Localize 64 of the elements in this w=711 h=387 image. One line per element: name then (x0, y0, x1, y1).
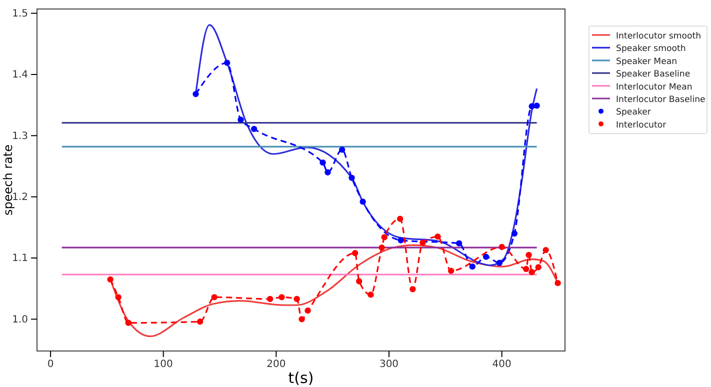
y-tick-label: 1.4 (12, 70, 28, 81)
point (338, 146, 346, 153)
point (378, 244, 385, 251)
point (356, 278, 362, 284)
point (482, 254, 490, 260)
point (196, 318, 204, 325)
point (115, 294, 122, 300)
legend-label: Speaker Baseline (616, 70, 690, 80)
point (535, 264, 542, 270)
point (420, 240, 426, 246)
point (528, 268, 535, 276)
x-tick-label: 100 (154, 359, 173, 370)
point (224, 60, 230, 66)
point (211, 294, 218, 300)
point (107, 276, 114, 283)
point (534, 102, 540, 109)
x-tick-label: 300 (379, 359, 399, 370)
point (348, 174, 355, 181)
point (434, 234, 441, 240)
y-tick-label: 1.2 (12, 192, 28, 204)
y-tick-label: 1.1 (12, 253, 28, 264)
point (360, 198, 366, 205)
y-tick-label: 1.3 (12, 130, 28, 142)
x-axis-title: t(s) (288, 369, 314, 387)
y-axis-title: speech rate (1, 144, 15, 216)
point (396, 216, 404, 222)
point (250, 126, 258, 132)
legend-label: Interlocutor smooth (616, 32, 702, 42)
y-tick-label: 1.5 (12, 8, 28, 20)
point (266, 296, 274, 302)
x-tick-label: 200 (266, 359, 286, 370)
x-tick-label: 0 (47, 359, 54, 370)
point (526, 252, 532, 258)
point (192, 90, 199, 98)
point (320, 159, 326, 166)
point (352, 250, 358, 256)
point (368, 292, 374, 298)
point (469, 263, 476, 270)
point (381, 234, 388, 240)
point (278, 294, 285, 300)
point (298, 316, 305, 322)
point (498, 244, 505, 250)
legend-label: Interlocutor Mean (616, 82, 692, 92)
point (410, 286, 416, 292)
y-tick-label: 1.0 (12, 314, 28, 326)
legend-label: Speaker smooth (616, 44, 686, 54)
legend-label: Interlocutor Baseline (616, 95, 706, 105)
x-tick-label: 400 (492, 359, 512, 370)
point (522, 266, 530, 272)
point (238, 116, 244, 123)
legend-label: Interlocutor (616, 120, 667, 130)
legend-label: Speaker (616, 108, 652, 118)
point (542, 246, 549, 254)
point (398, 237, 404, 244)
point (294, 296, 300, 302)
point (448, 268, 454, 274)
point (511, 230, 518, 237)
legend-label: Speaker Mean (616, 56, 678, 67)
point (456, 240, 462, 246)
point (554, 280, 561, 286)
point (324, 169, 331, 176)
point (496, 260, 503, 266)
point (125, 320, 132, 326)
point (304, 308, 311, 314)
